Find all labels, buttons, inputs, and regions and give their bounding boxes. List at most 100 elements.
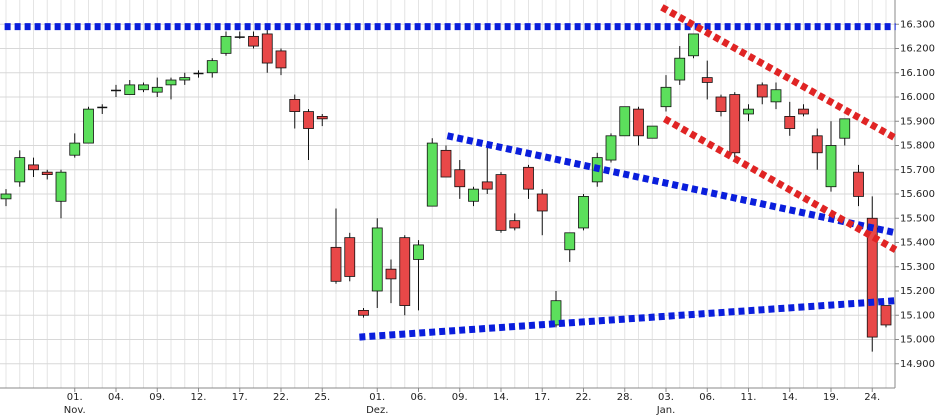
candle-body [426, 142, 438, 207]
candle-body [83, 108, 94, 144]
candle-body [55, 171, 67, 202]
y-tick-label: 14.900 [900, 359, 935, 370]
candle-body [495, 174, 507, 231]
candle-body [701, 77, 713, 83]
candle-body [715, 96, 727, 112]
candle-body [344, 237, 356, 277]
x-tick-label: 01. [369, 392, 385, 403]
candle-body [440, 149, 452, 178]
trend-line [662, 115, 898, 253]
candle-body [138, 84, 149, 91]
candle-body [0, 193, 12, 200]
candle-body [811, 135, 823, 154]
x-tick-label: 25. [314, 392, 330, 403]
candle-body [413, 244, 424, 260]
candle-body [756, 84, 768, 98]
candle-body [385, 268, 397, 280]
candle-body [316, 116, 328, 120]
candle-body [179, 77, 191, 81]
y-tick-label: 15.000 [900, 335, 935, 346]
candle-body [206, 60, 218, 74]
candle-body [69, 142, 81, 156]
candle-body [454, 169, 466, 188]
candle-body [564, 232, 576, 251]
candle-body [523, 166, 534, 190]
x-tick-label: 11. [741, 392, 757, 403]
y-tick-label: 16.300 [900, 19, 935, 30]
x-tick-label: 14. [493, 392, 509, 403]
y-tick-label: 15.900 [900, 116, 935, 127]
candle-body [41, 171, 53, 176]
candle-body [111, 89, 121, 92]
month-label: Dez. [366, 405, 388, 416]
candle-body [97, 106, 108, 109]
candle-body [371, 227, 383, 292]
x-tick-label: 17. [232, 392, 248, 403]
candle-body [399, 237, 411, 306]
x-tick-label: 04. [108, 392, 124, 403]
y-tick-label: 15.800 [900, 141, 935, 152]
candle-body [784, 116, 796, 129]
candle-body [660, 86, 672, 108]
candle-body [866, 217, 878, 338]
candle-body [619, 106, 631, 137]
x-tick-label: 06. [699, 392, 715, 403]
candle-body [674, 57, 686, 81]
x-tick-label: 22. [576, 392, 592, 403]
trend-line [660, 4, 898, 142]
candle-body [839, 118, 851, 139]
candle-body [14, 157, 26, 183]
y-tick-label: 15.700 [900, 165, 935, 176]
candle-body [220, 35, 232, 54]
month-label: Nov. [64, 405, 86, 416]
y-tick-label: 15.300 [900, 262, 935, 273]
candle-body [330, 246, 342, 282]
candle-body [165, 79, 177, 86]
candle-body [578, 196, 589, 229]
y-tick-label: 15.200 [900, 286, 935, 297]
y-tick-label: 15.500 [900, 213, 935, 224]
candle-body [646, 125, 658, 139]
x-tick-label: 09. [452, 392, 468, 403]
y-tick-label: 15.600 [900, 189, 935, 200]
candle-body [880, 305, 892, 326]
x-tick-label: 09. [149, 392, 165, 403]
trend-line [446, 132, 897, 237]
candle-body [275, 50, 287, 69]
y-tick-label: 16.000 [900, 92, 935, 103]
candle-body [729, 94, 741, 154]
candle-body [853, 171, 864, 197]
y-tick-label: 15.100 [900, 310, 935, 321]
candle-body [234, 36, 245, 38]
x-tick-label: 22. [273, 392, 289, 403]
candle-body [124, 84, 136, 95]
candle-body [261, 33, 273, 64]
y-tick-label: 16.200 [900, 44, 935, 55]
candle-body [550, 300, 562, 326]
candle-body [303, 111, 314, 129]
candle-body [468, 188, 479, 202]
candle-body [743, 108, 754, 115]
y-tick-label: 16.100 [900, 68, 935, 79]
candle-body [509, 220, 521, 229]
y-tick-label: 15.400 [900, 238, 935, 249]
x-tick-label: 03. [658, 392, 674, 403]
candle-body [151, 86, 163, 93]
candle-body [481, 181, 493, 190]
x-tick-label: 19. [823, 392, 839, 403]
candle-body [798, 108, 809, 115]
x-tick-label: 28. [617, 392, 633, 403]
candle-body [770, 89, 782, 103]
x-tick-label: 14. [782, 392, 798, 403]
candle-body [536, 193, 548, 212]
x-tick-label: 01. [67, 392, 83, 403]
candle-body [358, 309, 369, 316]
x-tick-label: 24. [864, 392, 880, 403]
month-label: Jan. [656, 405, 676, 416]
x-tick-label: 17. [534, 392, 550, 403]
candle-body [825, 145, 837, 188]
candle-body [193, 72, 204, 75]
candle-body [248, 35, 259, 47]
x-tick-label: 12. [191, 392, 207, 403]
